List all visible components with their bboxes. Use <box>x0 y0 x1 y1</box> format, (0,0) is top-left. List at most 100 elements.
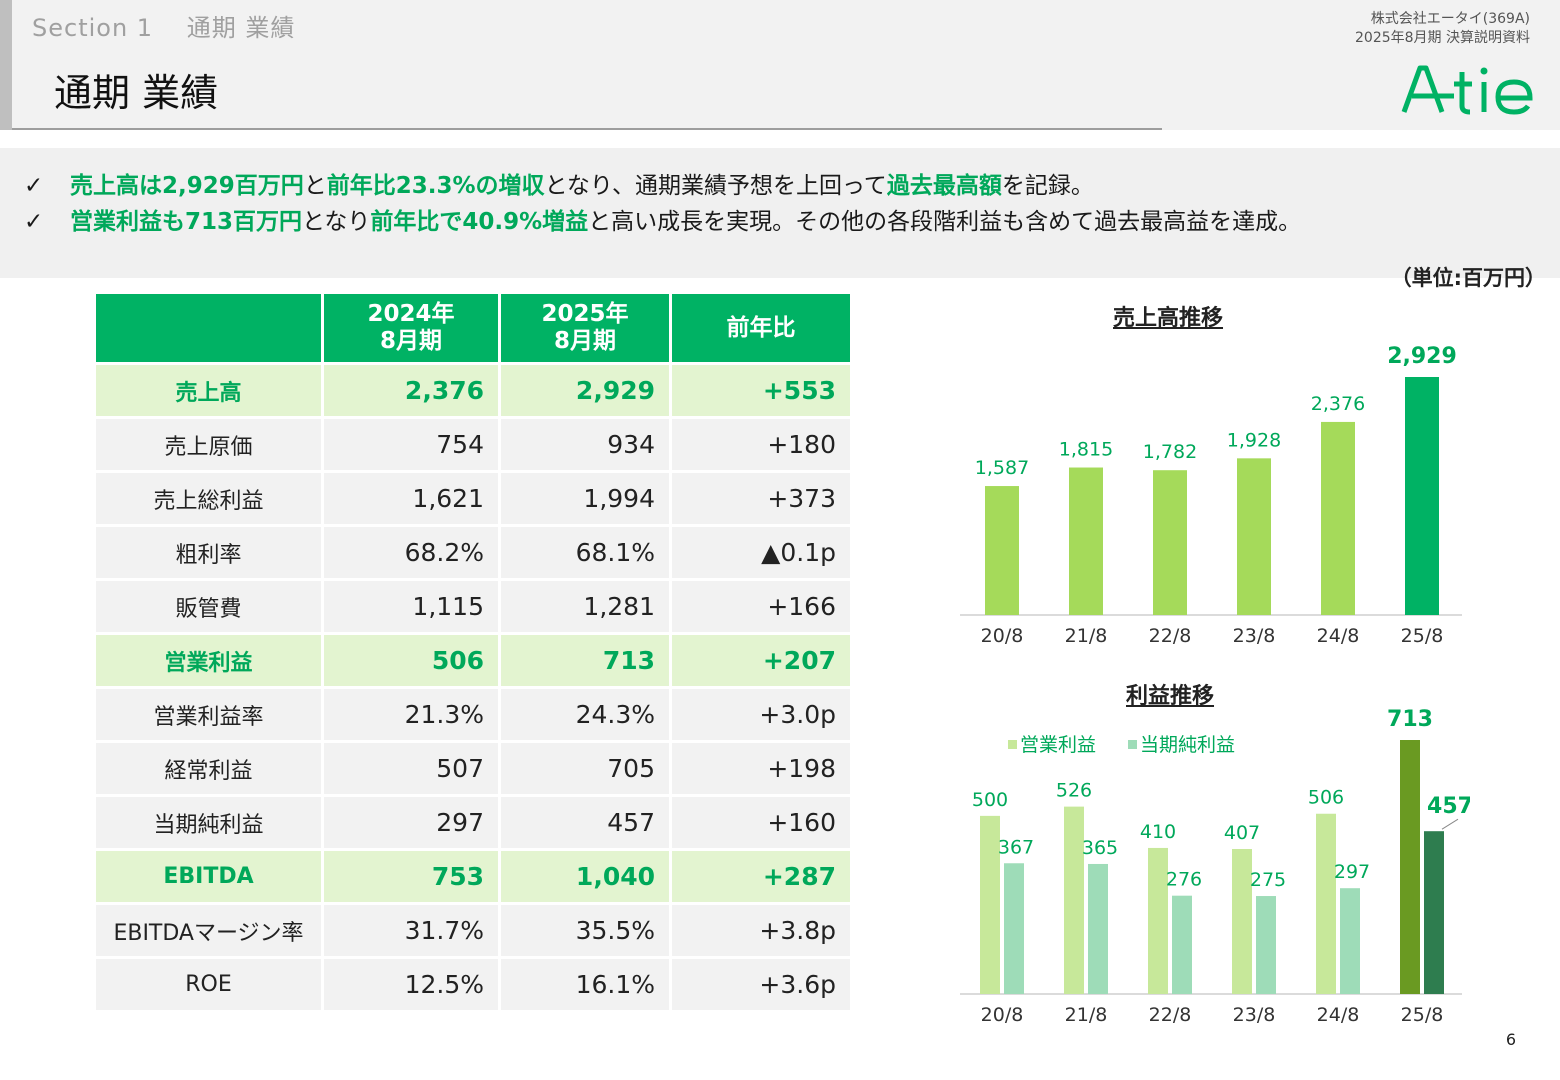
table-row: 売上高 2,376 2,929 +553 <box>93 362 853 419</box>
sales-bar <box>1321 421 1355 615</box>
cell-yoy: +3.8p <box>669 902 853 959</box>
profit-bar <box>1316 813 1336 994</box>
cell-fy25: 705 <box>498 740 672 797</box>
table-body: 売上高 2,376 2,929 +553 売上原価 754 934 +180 売上総利益 1,62… <box>93 362 853 1013</box>
x-tick-label: 20/8 <box>981 625 1024 647</box>
sales-data-label: 1,815 <box>1059 439 1113 461</box>
profit-chart-title: 利益推移 <box>1126 684 1215 709</box>
sales-chart-title: 売上高推移 <box>1113 306 1224 331</box>
company-logo <box>1400 62 1540 120</box>
cell-fy24: 507 <box>321 740 501 797</box>
profit-bar <box>980 815 1000 994</box>
x-tick-label: 24/8 <box>1317 1004 1360 1026</box>
profit-bar <box>1340 888 1360 994</box>
table-row: 営業利益率 21.3% 24.3% +3.0p <box>93 686 853 743</box>
summary-text: を記録。 <box>1001 173 1094 199</box>
table-row: EBITDAマージン率 31.7% 35.5% +3.8p <box>93 902 853 959</box>
table-row: 営業利益 506 713 +207 <box>93 632 853 689</box>
table-row: 当期純利益 297 457 +160 <box>93 794 853 851</box>
sales-data-label: 2,929 <box>1387 344 1457 369</box>
page-number: 6 <box>1505 1030 1516 1049</box>
row-label: ROE <box>93 956 324 1013</box>
header-background <box>0 0 1560 130</box>
row-label: 売上総利益 <box>93 470 324 527</box>
table-header-yoy: 前年比 <box>669 291 853 365</box>
cell-yoy: +3.0p <box>669 686 853 743</box>
x-tick-label: 20/8 <box>981 1004 1024 1026</box>
profit-data-label: 275 <box>1250 869 1286 891</box>
row-label: EBITDA <box>93 848 324 905</box>
x-tick-label: 25/8 <box>1401 625 1444 647</box>
profit-data-label: 500 <box>972 789 1008 811</box>
cell-fy24: 1,115 <box>321 578 501 635</box>
header-divider <box>12 128 1162 130</box>
sales-bar <box>985 486 1019 615</box>
cell-fy24: 12.5% <box>321 956 501 1013</box>
legend-label: 営業利益 <box>1020 734 1096 756</box>
row-label: EBITDAマージン率 <box>93 902 324 959</box>
sales-bar <box>1153 470 1187 615</box>
profit-chart: 営業利益 当期純利益 500 367 20/8 526 365 21/8 410 276 22/8 4… <box>960 707 1470 1026</box>
profit-bar <box>1064 806 1084 994</box>
x-tick-label: 23/8 <box>1233 1004 1276 1026</box>
table-header-blank <box>93 291 324 365</box>
cell-fy25: 1,040 <box>498 848 672 905</box>
profit-bar <box>1400 740 1420 994</box>
cell-fy25: 1,281 <box>498 578 672 635</box>
cell-fy24: 753 <box>321 848 501 905</box>
profit-data-label: 506 <box>1308 787 1344 809</box>
summary-highlight: 前年比で40.9%増益 <box>370 209 589 235</box>
cell-fy25: 35.5% <box>498 902 672 959</box>
profit-bar <box>1004 863 1024 994</box>
row-label: 営業利益率 <box>93 686 324 743</box>
cell-yoy: +3.6p <box>669 956 853 1013</box>
summary-bullet: ✓ 売上高は2,929百万円と前年比23.3%の増収となり、通期業績予想を上回って… <box>24 166 1094 200</box>
x-tick-label: 21/8 <box>1065 625 1108 647</box>
table-header-row: 2024年 8月期 2025年 8月期 前年比 <box>93 291 853 365</box>
table-row: 売上原価 754 934 +180 <box>93 416 853 473</box>
profit-bar <box>1232 849 1252 994</box>
summary-highlight: 営業利益も713百万円 <box>70 209 303 235</box>
cell-fy25: 2,929 <box>498 362 672 419</box>
profit-data-label: 410 <box>1140 821 1176 843</box>
sales-bar <box>1237 458 1271 615</box>
sales-chart: 1,587 20/8 1,815 21/8 1,782 22/8 1,928 23/8 2,37… <box>960 344 1462 647</box>
sales-data-label: 2,376 <box>1311 393 1365 415</box>
cell-yoy: +207 <box>669 632 853 689</box>
profit-bar <box>1256 896 1276 994</box>
cell-yoy: +160 <box>669 794 853 851</box>
profit-bar <box>1424 831 1444 994</box>
cell-fy24: 754 <box>321 416 501 473</box>
row-label: 営業利益 <box>93 632 324 689</box>
row-label: 販管費 <box>93 578 324 635</box>
profit-bar <box>1088 863 1108 994</box>
cell-fy24: 1,621 <box>321 470 501 527</box>
cell-fy25: 1,994 <box>498 470 672 527</box>
cell-fy24: 506 <box>321 632 501 689</box>
profit-bar <box>1172 895 1192 994</box>
row-label: 当期純利益 <box>93 794 324 851</box>
page-title: 通期 業績 <box>54 71 219 115</box>
company-name: 株式会社エータイ(369A) <box>1370 11 1530 27</box>
profit-bar <box>1148 847 1168 994</box>
profit-data-label: 407 <box>1224 822 1260 844</box>
summary-highlight: 前年比23.3%の増収 <box>326 173 545 199</box>
summary-text: と高い成長を実現。その他の各段階利益も含めて過去最高益を達成。 <box>588 209 1302 235</box>
cell-yoy: +166 <box>669 578 853 635</box>
cell-yoy: ▲0.1p <box>669 524 853 581</box>
company-info: 株式会社エータイ(369A) 2025年8月期 決算説明資料 <box>1355 10 1530 48</box>
profit-data-label: 276 <box>1166 869 1202 891</box>
cell-fy24: 68.2% <box>321 524 501 581</box>
x-tick-label: 25/8 <box>1401 1004 1444 1026</box>
cell-fy25: 457 <box>498 794 672 851</box>
cell-fy25: 24.3% <box>498 686 672 743</box>
profit-data-label: 526 <box>1056 780 1092 802</box>
x-tick-label: 22/8 <box>1149 625 1192 647</box>
x-tick-label: 22/8 <box>1149 1004 1192 1026</box>
checkmark-icon: ✓ <box>24 173 44 199</box>
profit-data-label: 713 <box>1387 707 1433 732</box>
cell-fy24: 21.3% <box>321 686 501 743</box>
table-row: 販管費 1,115 1,281 +166 <box>93 578 853 635</box>
x-tick-label: 23/8 <box>1233 625 1276 647</box>
table-row: EBITDA 753 1,040 +287 <box>93 848 853 905</box>
